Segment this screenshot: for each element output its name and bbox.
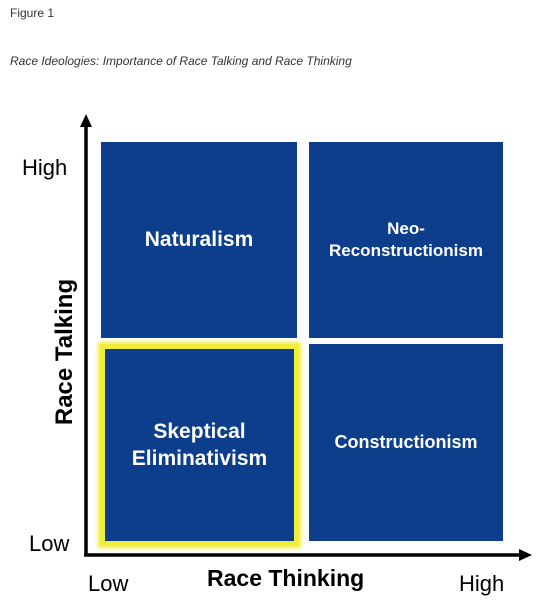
quadrant-naturalism-label: Naturalism	[144, 228, 254, 252]
quadrant-skeptical-eliminativism-line2: Eliminativism	[131, 447, 268, 470]
y-axis-arrow-icon	[80, 114, 92, 127]
quadrant-skeptical-eliminativism: Skeptical Eliminativism	[100, 344, 299, 546]
y-axis-low-label: Low	[29, 531, 70, 556]
figure-caption: Race Ideologies: Importance of Race Talk…	[10, 54, 352, 68]
x-axis-high-label: High	[459, 571, 505, 596]
quadrant-naturalism: Naturalism	[101, 142, 297, 338]
x-axis-title: Race Thinking	[207, 565, 365, 591]
quadrant-neo-reconstructionism: Neo- Reconstructionism	[309, 142, 503, 338]
quadrant-neo-reconstructionism-label: Neo- Reconstructionism	[323, 218, 489, 262]
y-axis-title: Race Talking	[51, 278, 78, 426]
x-axis-low-label: Low	[88, 571, 129, 596]
quadrant-constructionism-label: Constructionism	[334, 431, 478, 452]
x-axis-arrow-icon	[519, 549, 532, 561]
y-axis-high-label: High	[22, 155, 68, 180]
quadrant-neo-reconstructionism-line1: Neo-	[387, 218, 425, 238]
quadrant-neo-reconstructionism-line2: Reconstructionism	[329, 241, 483, 260]
quadrant-skeptical-eliminativism-label: Skeptical Eliminativism	[126, 418, 273, 473]
quadrant-skeptical-eliminativism-line1: Skeptical	[153, 419, 246, 443]
figure-label: Figure 1	[10, 6, 55, 20]
quadrant-constructionism: Constructionism	[309, 344, 503, 541]
